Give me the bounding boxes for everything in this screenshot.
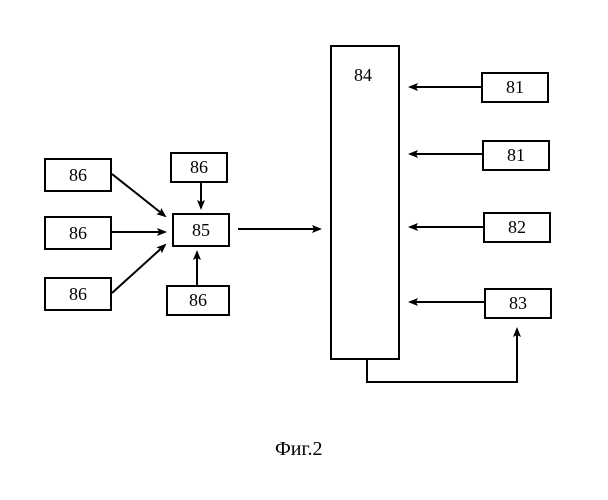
node-84-label: 84 bbox=[354, 65, 372, 86]
node-82: 82 bbox=[483, 212, 551, 243]
node-86d: 86 bbox=[170, 152, 228, 183]
node-81b: 81 bbox=[482, 140, 550, 171]
node-86a: 86 bbox=[44, 158, 112, 192]
edge-86a-to-85 bbox=[112, 174, 165, 216]
node-81b-label: 81 bbox=[507, 145, 525, 166]
node-86c: 86 bbox=[44, 277, 112, 311]
node-86d-label: 86 bbox=[190, 157, 208, 178]
node-86a-label: 86 bbox=[69, 165, 87, 186]
node-86b-label: 86 bbox=[69, 223, 87, 244]
node-82-label: 82 bbox=[508, 217, 526, 238]
node-85: 85 bbox=[172, 213, 230, 247]
node-81a: 81 bbox=[481, 72, 549, 103]
edge-86c-to-85 bbox=[112, 245, 165, 293]
node-86c-label: 86 bbox=[69, 284, 87, 305]
figure-caption: Фиг.2 bbox=[275, 438, 322, 461]
node-86b: 86 bbox=[44, 216, 112, 250]
node-84: 84 bbox=[330, 45, 400, 360]
node-86e: 86 bbox=[166, 285, 230, 316]
node-85-label: 85 bbox=[192, 220, 210, 241]
node-83-label: 83 bbox=[509, 293, 527, 314]
node-86e-label: 86 bbox=[189, 290, 207, 311]
node-81a-label: 81 bbox=[506, 77, 524, 98]
node-83: 83 bbox=[484, 288, 552, 319]
